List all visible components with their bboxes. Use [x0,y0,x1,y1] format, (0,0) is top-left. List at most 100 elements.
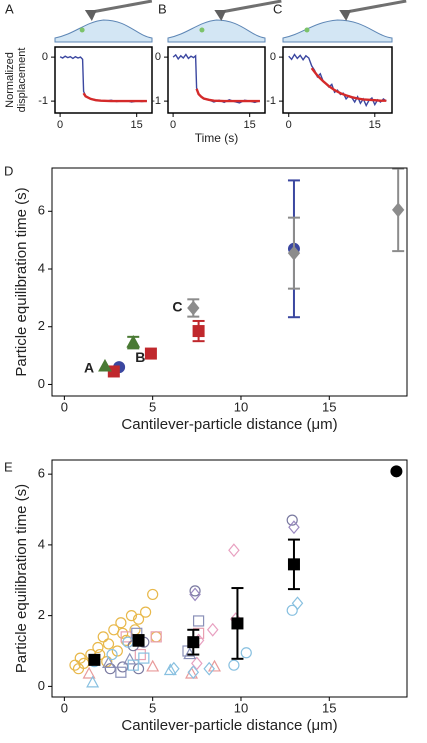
x-tick-label: 15 [322,399,336,414]
point [287,558,300,571]
x-tick-label: 10 [234,700,248,715]
point [150,631,162,643]
x-tick-label: 0 [57,119,63,131]
x-axis-label: Time (s) [195,131,239,145]
point [115,617,127,629]
x-tick-label: 0 [170,119,176,131]
panel-label: D [4,163,13,178]
y-tick-label: 2 [38,607,45,622]
x-axis-label: Cantilever-particle distance (μm) [121,717,337,734]
point [138,652,150,664]
y-tick-label: 0 [38,376,45,391]
point [187,636,200,649]
annotation: B [135,349,145,365]
point [97,631,109,643]
y-tick-label: 4 [38,536,45,551]
x-axis-label: Cantilever-particle distance (μm) [121,416,337,433]
point [102,638,115,650]
point [117,627,129,639]
point [228,659,240,671]
cantilever [91,0,153,14]
x-tick-label: 5 [149,399,156,414]
panel-label: E [4,459,13,474]
point [207,659,222,672]
x-tick-label: 15 [322,700,336,715]
y-axis-label: Particle equilibration time (s) [13,484,30,673]
panel-label: A [5,1,14,16]
y-tick-label: -1 [266,95,276,107]
cell [282,19,393,43]
y-axis-label: Particle equilibration time (s) [13,187,30,376]
panel-label: C [273,1,282,16]
y-tick-label: -1 [151,95,161,107]
point [140,606,152,618]
point [134,648,146,661]
point [286,604,298,616]
particle [304,27,310,33]
point [287,245,301,261]
x-tick-label: 15 [244,119,256,131]
point [228,543,240,558]
x-tick-label: 15 [131,119,143,131]
point [115,666,127,678]
point [150,631,162,643]
line [310,67,387,102]
point [102,656,116,668]
point [144,347,157,360]
point [203,661,215,676]
point [286,514,298,526]
y-tick-label: 4 [38,260,45,275]
point [123,652,137,665]
point [192,325,205,338]
point [191,656,203,671]
point [125,610,138,622]
point [88,653,101,666]
plot-frame [54,46,153,114]
point [126,334,141,348]
point [288,520,300,535]
plot-frame [51,459,408,698]
cantilever-tip [84,10,97,21]
point [163,663,177,676]
line [59,55,147,103]
point [187,665,200,680]
cantilever-tip [339,10,352,21]
x-tick-label: 5 [149,700,156,715]
point [127,659,139,671]
cell [167,19,266,43]
point [132,634,145,647]
y-axis-label: Normalized [4,52,16,108]
y-tick-label: 2 [38,318,45,333]
point [189,587,201,602]
cantilever [221,0,282,14]
line [82,92,147,103]
point [206,622,219,637]
y-tick-label: 6 [38,203,45,218]
point [392,202,405,218]
point [231,617,244,630]
point [132,613,145,625]
y-axis-label: displacement [16,48,28,113]
cell-schematic [167,0,282,43]
point [69,659,81,671]
annotation: C [172,299,182,315]
y-tick-label: -1 [38,95,48,107]
annotation: A [84,359,94,375]
plot-frame [167,46,266,114]
point [192,615,205,627]
line [288,53,387,108]
x-tick-label: 0 [61,700,68,715]
point [147,588,159,601]
particle [199,27,205,33]
y-tick-label: 6 [38,466,45,481]
point [101,656,113,668]
cell [54,19,153,43]
point [86,675,100,688]
line [172,53,261,104]
point [82,666,96,679]
point [240,647,252,659]
point [107,365,120,378]
plot-frame [51,167,408,397]
point [187,300,200,316]
